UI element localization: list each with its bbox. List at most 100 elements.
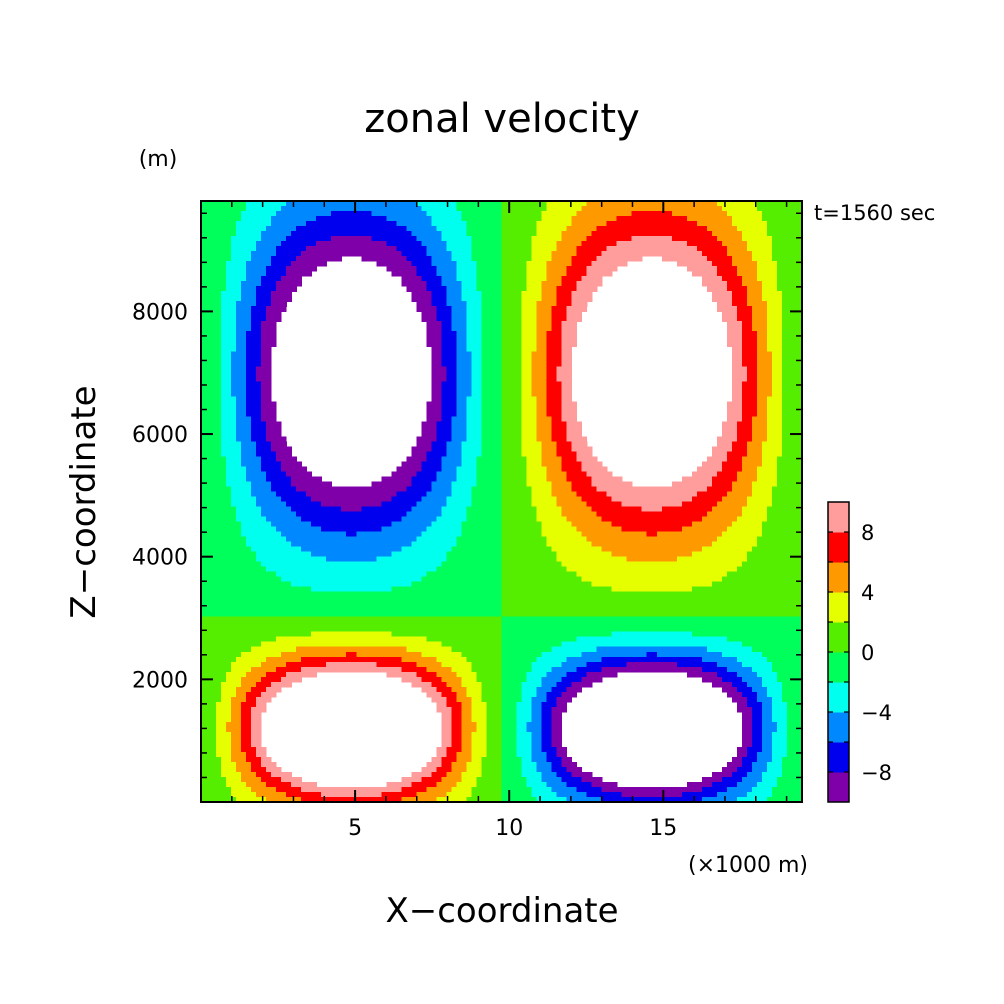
contour-cell (581, 241, 618, 247)
contour-cell (521, 361, 533, 367)
contour-cell (771, 701, 788, 708)
contour-cell (201, 461, 227, 468)
contour-cell (236, 511, 262, 518)
contour-cell (531, 666, 553, 673)
contour-cell (286, 266, 317, 272)
contour-cell (551, 416, 563, 422)
contour-cell (501, 446, 523, 453)
contour-cell (501, 311, 523, 317)
contour-cell (251, 316, 267, 322)
contour-cell (731, 376, 748, 382)
contour-cell (451, 761, 468, 768)
contour-cell (226, 281, 242, 287)
contour-cell (431, 216, 463, 222)
contour-cell (701, 666, 728, 673)
contour-cell (741, 326, 753, 332)
contour-cell (231, 356, 247, 362)
contour-cell (526, 481, 553, 488)
contour-cell (201, 591, 503, 598)
contour-cell (431, 301, 448, 307)
contour-cell (646, 531, 658, 538)
contour-cell (746, 501, 773, 508)
contour-cell (456, 476, 478, 483)
contour-cell (241, 741, 252, 748)
contour-cell (531, 701, 543, 708)
contour-cell (521, 691, 538, 698)
contour-cell (786, 741, 802, 748)
contour-cell (461, 521, 503, 528)
contour-cell (656, 531, 723, 538)
contour-cell (681, 476, 713, 483)
contour-cell (466, 326, 483, 332)
contour-cell (761, 531, 802, 538)
contour-cell (456, 206, 503, 212)
contour-cell (726, 491, 753, 498)
contour-cell (201, 276, 227, 282)
contour-cell (376, 661, 417, 668)
contour-cell (221, 681, 242, 688)
contour-cell (466, 331, 483, 337)
contour-cell (471, 501, 503, 508)
contour-cell (201, 766, 222, 773)
contour-cell (736, 421, 753, 427)
contour-cell (756, 411, 768, 417)
contour-cell (751, 306, 768, 312)
contour-cell (451, 766, 468, 773)
contour-cell (451, 321, 468, 327)
contour-cell (531, 356, 548, 362)
colorbar-segment (828, 592, 849, 623)
contour-cell (481, 451, 503, 458)
contour-cell (271, 296, 292, 302)
contour-cell (721, 206, 758, 212)
contour-cell (446, 746, 463, 753)
contour-cell (201, 356, 222, 362)
contour-cell (241, 776, 262, 783)
contour-cell (761, 296, 783, 302)
contour-cell (201, 211, 242, 217)
contour-cell (501, 641, 563, 648)
contour-cell (256, 551, 312, 558)
contour-cell (751, 711, 763, 718)
contour-cell (691, 631, 802, 638)
contour-cell (611, 496, 693, 503)
contour-cell (726, 411, 743, 417)
contour-cell (276, 211, 332, 217)
contour-cell (771, 371, 783, 377)
contour-cell (536, 691, 548, 698)
contour-cell (256, 451, 277, 458)
contour-cell (741, 756, 758, 763)
contour-cell (746, 451, 763, 458)
contour-cell (446, 291, 463, 297)
contour-cell (771, 696, 783, 703)
contour-cell (541, 286, 558, 292)
contour-cell (426, 571, 503, 578)
contour-cell (781, 306, 802, 312)
contour-cell (781, 396, 802, 402)
contour-cell (246, 351, 262, 357)
contour-cell (551, 686, 568, 693)
contour-cell (471, 701, 488, 708)
contour-cell (561, 406, 578, 412)
contour-cell (501, 521, 543, 528)
contour-cell (711, 581, 802, 588)
contour-cell (411, 296, 432, 302)
contour-cell (741, 236, 773, 242)
chart-title: zonal velocity (364, 96, 640, 142)
contour-cell (501, 701, 518, 708)
contour-cell (516, 711, 533, 718)
contour-cell (401, 281, 427, 287)
contour-cell (526, 461, 543, 468)
contour-cell (746, 771, 763, 778)
contour-cell (466, 411, 483, 417)
contour-cell (201, 201, 247, 207)
contour-cell (711, 481, 733, 488)
contour-cell (261, 276, 282, 282)
contour-cell (761, 776, 778, 783)
contour-cell (236, 311, 252, 317)
contour-cell (741, 406, 758, 412)
contour-cell (711, 681, 733, 688)
contour-cell (771, 736, 788, 743)
contour-cell (746, 556, 802, 563)
contour-cell (201, 671, 227, 678)
contour-cell (726, 666, 753, 673)
